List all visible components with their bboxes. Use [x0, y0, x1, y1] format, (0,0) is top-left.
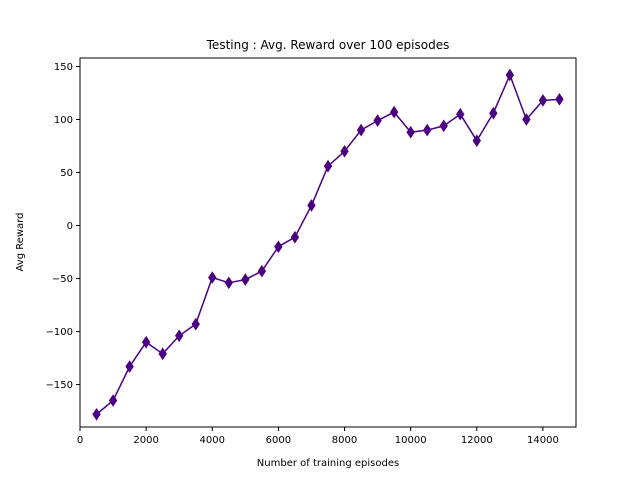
y-tick-label: −50	[52, 274, 73, 285]
x-tick-label: 12000	[461, 435, 493, 446]
plot-frame	[79, 57, 577, 428]
data-point	[191, 317, 200, 331]
data-point	[505, 68, 515, 82]
data-point	[555, 93, 564, 106]
data-point	[158, 347, 167, 361]
chart-title: Testing : Avg. Reward over 100 episodes	[206, 38, 450, 52]
data-point	[422, 123, 432, 137]
y-tick-label: 150	[54, 62, 73, 73]
data-point	[174, 329, 184, 343]
data-point	[323, 159, 333, 173]
data-point	[538, 94, 548, 107]
y-tick-label: 100	[54, 115, 73, 126]
data-point	[406, 125, 415, 139]
data-point	[356, 123, 366, 137]
y-tick-label: −150	[46, 380, 73, 391]
series-layer	[92, 68, 564, 421]
data-point	[290, 230, 300, 244]
data-point	[307, 199, 316, 212]
data-point	[472, 134, 482, 148]
y-tick-label: −100	[46, 327, 73, 338]
data-point	[274, 240, 283, 254]
x-axis-label: Number of training episodes	[257, 458, 399, 469]
data-point	[224, 276, 234, 290]
x-tick-label: 2000	[133, 435, 158, 446]
data-point	[241, 273, 250, 286]
data-point	[92, 407, 101, 421]
x-tick-label: 0	[77, 435, 83, 446]
y-axis-ticks: −150 −100 −50 0 50 100 150	[46, 62, 80, 391]
x-tick-label: 10000	[395, 435, 427, 446]
x-tick-label: 8000	[332, 435, 357, 446]
x-tick-label: 6000	[266, 435, 291, 446]
x-axis-ticks: 0 2000 4000 6000 8000 10000 12000 14000	[77, 427, 559, 446]
y-axis-label: Avg Reward	[15, 213, 26, 272]
data-point	[456, 107, 465, 121]
y-tick-label: 0	[67, 221, 73, 232]
y-tick-label: 50	[60, 168, 73, 179]
data-point	[257, 264, 267, 278]
x-tick-label: 4000	[200, 435, 225, 446]
data-point	[373, 114, 382, 127]
data-point	[522, 113, 531, 126]
data-point	[340, 145, 349, 158]
data-point	[489, 106, 498, 120]
data-point	[389, 105, 399, 119]
data-point	[125, 360, 134, 373]
data-point	[439, 119, 448, 133]
data-point	[108, 394, 118, 407]
data-point	[141, 335, 151, 349]
data-point	[208, 271, 217, 284]
x-tick-label: 14000	[527, 435, 559, 446]
